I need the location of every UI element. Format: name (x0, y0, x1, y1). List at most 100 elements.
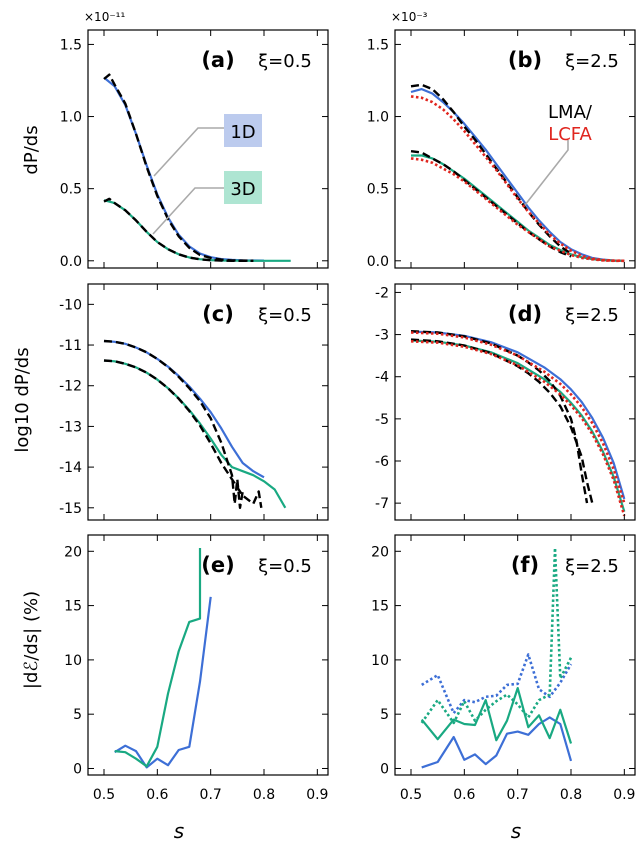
y-tick-label: 10 (64, 653, 82, 669)
series-line-green-solid-1 (103, 359, 287, 509)
axis-exponent-label: ×10⁻³ (391, 10, 428, 24)
x-tick-label: 0.9 (613, 787, 635, 803)
axes-frame (394, 29, 636, 269)
y-tick-label: 1.5 (60, 37, 82, 53)
y-tick-label: 5 (73, 707, 82, 723)
xi-label: ξ=2.5 (565, 51, 619, 72)
x-label-right: s (511, 819, 521, 841)
annotation-leader-line (152, 187, 224, 235)
y-tick-label: -6 (375, 454, 389, 470)
x-tick-label: 0.7 (507, 787, 529, 803)
panels: 0.00.51.01.5×10⁻¹¹(a) ξ=0.51D3D0.00.51.01… (59, 10, 636, 803)
x-tick-label: 0.8 (560, 787, 582, 803)
y-tick-label: -10 (59, 297, 82, 313)
axes-frame (87, 29, 329, 269)
panel-d: -7 -6 -5 -4 -3 -2 (d) ξ=2.5 (375, 283, 636, 521)
panel-c: -15 -14 -13 -12 -11 -10 (c) ξ=0.5 (59, 283, 329, 521)
x-tick-label: 0.6 (453, 787, 475, 803)
y-axis-label-row-3: |dℰ/ds| (%) (21, 591, 42, 689)
y-tick-label: -14 (59, 460, 82, 476)
y-axis-label-row-2: log10 dP/ds (12, 347, 33, 452)
y-tick-label: 5 (380, 707, 389, 723)
series-line-black-dashed-3 (410, 338, 594, 504)
series-line-black-dashed-3 (410, 150, 572, 258)
xi-label: ξ=2.5 (565, 556, 619, 577)
y-tick-label: -7 (375, 496, 389, 512)
y-tick-label: 10 (371, 653, 389, 669)
y-tick-label: -3 (375, 328, 389, 344)
y-tick-label: 1.5 (367, 37, 389, 53)
y-axis-label-row-1: dP/ds (21, 125, 42, 174)
annotation-box (224, 114, 262, 147)
series-group (103, 339, 287, 509)
axis-exponent-label: ×10⁻¹¹ (84, 10, 125, 24)
panel-e: 0.5 0.6 0.7 0.8 0.9 0 5 10 15 20 (e) ξ=0.5 (64, 534, 329, 803)
series-line-red-dotted-5 (410, 340, 626, 517)
panel-label: (d) (508, 302, 542, 326)
x-tick-label: 0.5 (93, 787, 115, 803)
y-label-energy-error: |dℰ/ds| (%) (21, 591, 42, 689)
series-line-black-dashed-2 (103, 339, 244, 509)
series-group (103, 73, 291, 262)
y-tick-label: -4 (375, 370, 389, 386)
x-tick-label: 0.8 (253, 787, 275, 803)
series-line-red-dotted-4 (410, 331, 626, 504)
series-line-black-dashed-2 (410, 83, 572, 255)
y-tick-label: 0 (380, 761, 389, 777)
series-line-green-solid-1 (114, 548, 202, 768)
y-tick-label: 15 (64, 599, 82, 615)
y-tick-label: 1.0 (367, 110, 389, 126)
panel-f: 0.5 0.6 0.7 0.8 0.9 0 5 10 15 20 (f) ξ=2.5 (371, 534, 636, 803)
y-tick-label: 0.0 (60, 254, 82, 270)
panel-a: 0.0 0.5 1.0 1.5×10⁻¹¹ (a) ξ=0.5 1D 3D (60, 10, 329, 270)
series-line-black-dashed-2 (103, 73, 254, 262)
axes-frame (394, 283, 636, 521)
series-group (410, 83, 625, 263)
y-tick-label: -5 (375, 412, 389, 428)
series-line-red-dotted-4 (410, 95, 625, 263)
series-group (410, 330, 626, 517)
panel-label: (f) (511, 553, 539, 577)
y-tick-label: 15 (371, 599, 389, 615)
annotation-leader-line (524, 140, 569, 206)
axes-frame (87, 534, 329, 776)
xi-label: ξ=0.5 (258, 556, 312, 577)
y-tick-label: 20 (64, 544, 82, 560)
y-tick-label: -15 (59, 501, 82, 517)
series-group (420, 546, 573, 769)
y-tick-label: 1.0 (60, 110, 82, 126)
panel-label: (b) (508, 48, 542, 72)
series-line-blue-solid-0 (410, 87, 625, 262)
annotation-label: 1D (230, 122, 255, 143)
series-line-red-dotted-5 (410, 157, 625, 263)
xi-label: ξ=2.5 (565, 305, 619, 326)
series-line-green-solid-1 (411, 154, 625, 262)
x-tick-label: 0.6 (146, 787, 168, 803)
series-group (114, 548, 212, 769)
annotation-label: LCFA (548, 124, 592, 145)
y-tick-label: 0 (73, 761, 82, 777)
axes-frame (87, 283, 329, 521)
series-line-blue-solid-0 (421, 716, 573, 769)
y-tick-label: 20 (371, 544, 389, 560)
annotation-leader-line (153, 127, 224, 177)
y-tick-label: 0.5 (367, 182, 389, 198)
series-line-blue-solid-0 (114, 596, 212, 769)
y-tick-label: -12 (59, 379, 82, 395)
y-tick-label: -2 (375, 285, 389, 301)
series-line-blue-solid-0 (103, 76, 265, 262)
series-line-blue-dotted-2 (421, 653, 573, 715)
xi-label: ξ=0.5 (258, 51, 312, 72)
y-tick-label: -13 (59, 419, 82, 435)
y-tick-label: -11 (59, 338, 82, 354)
panel-b: 0.0 0.5 1.0 1.5×10⁻³ (b) ξ=2.5 LMA/LCFA (367, 10, 636, 270)
series-line-black-dashed-3 (103, 197, 254, 262)
x-tick-label: 0.5 (400, 787, 422, 803)
panel-label: (e) (201, 553, 234, 577)
series-line-black-dashed-3 (103, 359, 263, 508)
annotation-box (224, 171, 262, 204)
x-tick-label: 0.9 (306, 787, 328, 803)
y-tick-label: 0.5 (60, 182, 82, 198)
x-label-left: s (174, 819, 184, 841)
